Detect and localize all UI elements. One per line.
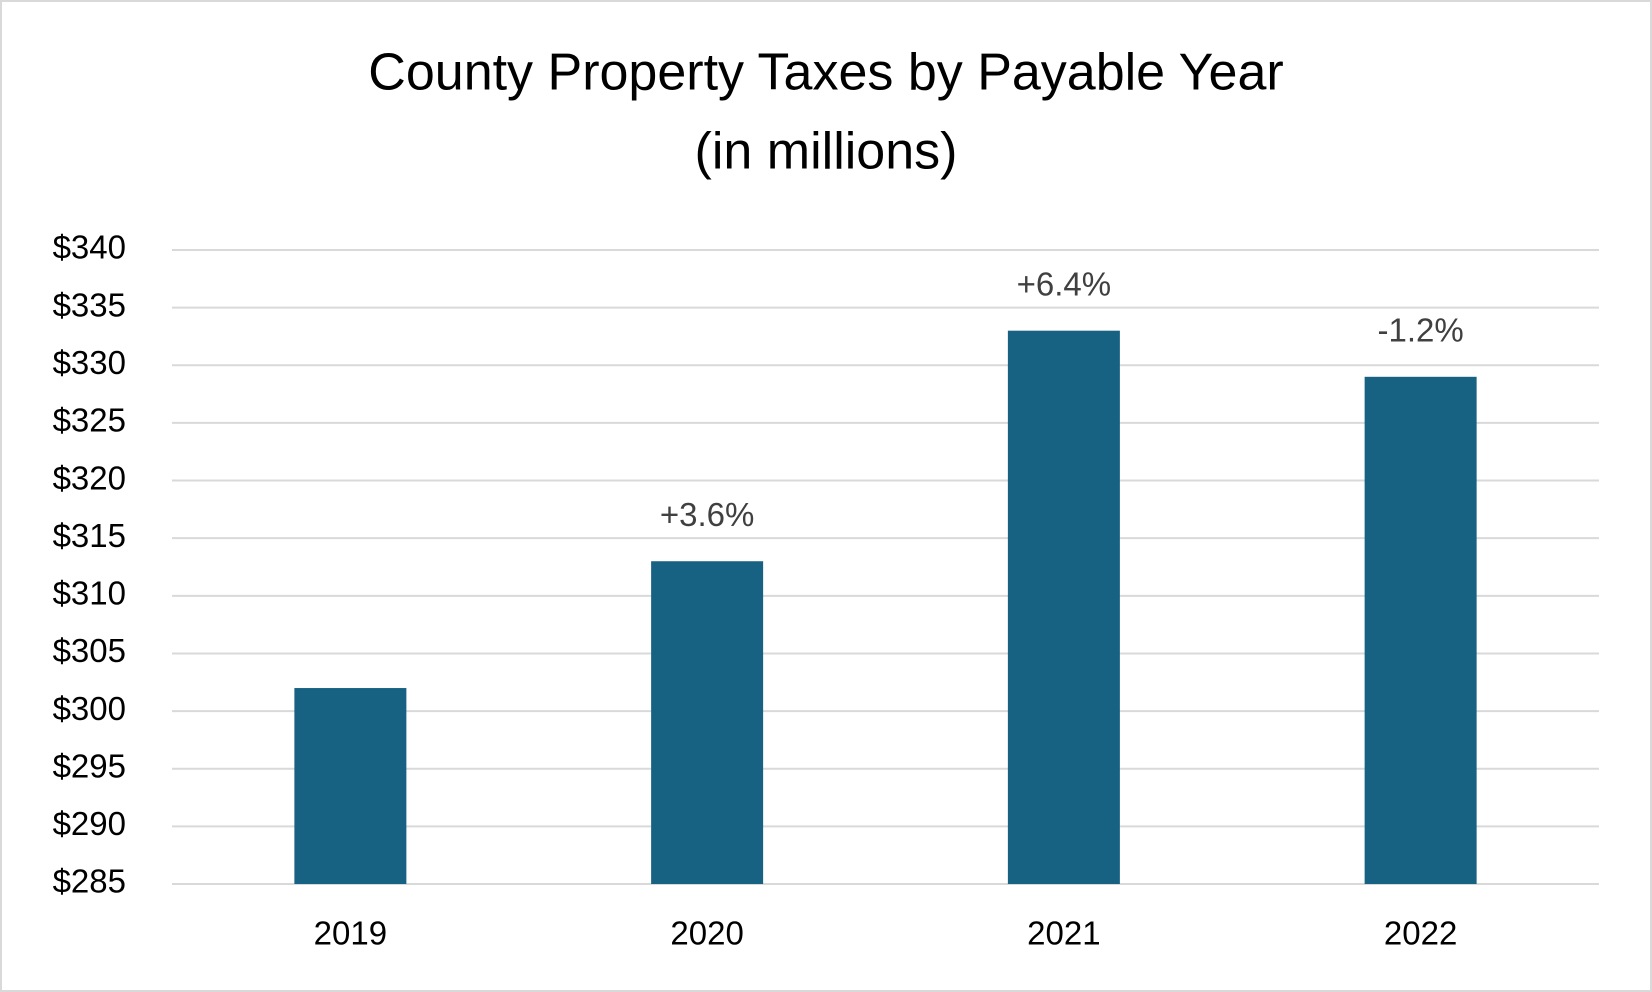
bar — [1007, 330, 1120, 884]
x-tick-label: 2020 — [670, 915, 743, 952]
y-tick-label: $310 — [53, 575, 126, 612]
change-label: +6.4% — [1017, 265, 1112, 302]
y-tick-label: $305 — [53, 632, 126, 669]
y-tick-label: $300 — [53, 690, 126, 727]
y-tick-label: $330 — [53, 344, 126, 381]
y-tick-label: $340 — [53, 229, 126, 266]
x-tick-label: 2021 — [1027, 915, 1100, 952]
x-tick-label: 2022 — [1384, 915, 1457, 952]
chart-title: County Property Taxes by Payable Year — [368, 44, 1283, 102]
y-tick-label: $285 — [53, 863, 126, 900]
y-tick-label: $335 — [53, 286, 126, 323]
bar — [651, 561, 764, 884]
y-tick-label: $315 — [53, 517, 126, 554]
x-tick-label: 2019 — [314, 915, 387, 952]
change-label: +3.6% — [660, 496, 755, 533]
y-tick-label: $325 — [53, 402, 126, 439]
y-tick-label: $290 — [53, 805, 126, 842]
change-label: -1.2% — [1378, 312, 1464, 349]
y-tick-label: $320 — [53, 459, 126, 496]
y-tick-label: $295 — [53, 747, 126, 784]
bar — [294, 688, 407, 884]
bar — [1364, 376, 1477, 884]
chart-subtitle: (in millions) — [695, 123, 958, 181]
